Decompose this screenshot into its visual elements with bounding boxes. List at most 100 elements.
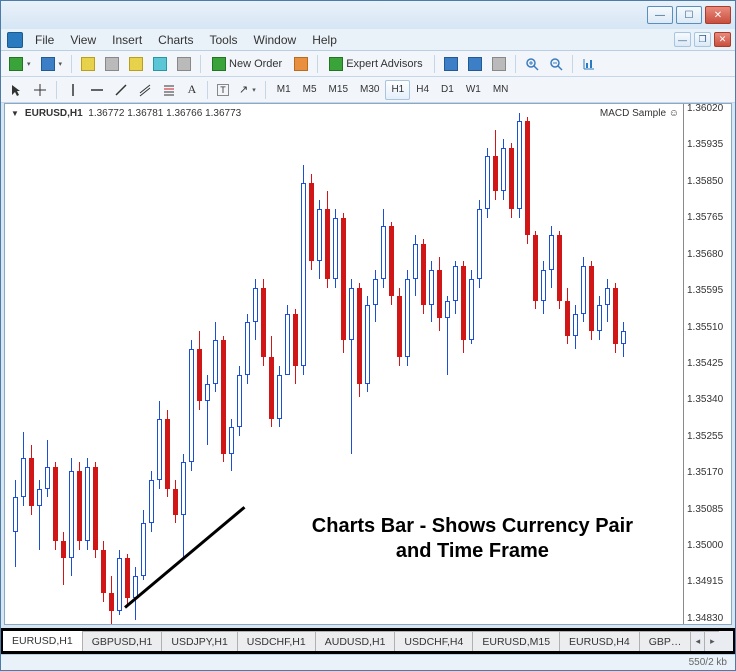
candle bbox=[349, 279, 354, 454]
candle bbox=[21, 432, 26, 506]
chart-tab[interactable]: USDCHF,H4 bbox=[395, 631, 473, 651]
candle bbox=[141, 510, 146, 580]
chart-tab[interactable]: EURUSD,M15 bbox=[473, 631, 560, 651]
candle bbox=[85, 458, 90, 550]
candle bbox=[213, 322, 218, 392]
timeframe-M30[interactable]: M30 bbox=[354, 80, 385, 100]
candle bbox=[517, 113, 522, 218]
window-minimize-button[interactable]: — bbox=[647, 6, 673, 24]
candle bbox=[149, 471, 154, 532]
candle bbox=[53, 462, 58, 549]
crosshair-button[interactable] bbox=[29, 80, 51, 100]
text-button[interactable]: A bbox=[182, 80, 202, 100]
candle bbox=[389, 222, 394, 305]
text-label-button[interactable]: T bbox=[213, 80, 233, 100]
candle bbox=[277, 366, 282, 427]
zoom-out-button[interactable] bbox=[545, 54, 567, 74]
candle bbox=[413, 235, 418, 296]
timeframe-D1[interactable]: D1 bbox=[435, 80, 460, 100]
chart-tab[interactable]: EURUSD,H4 bbox=[560, 631, 640, 651]
candle bbox=[101, 541, 106, 602]
bar-chart-button[interactable] bbox=[578, 54, 600, 74]
chart-tab[interactable]: USDCHF,H1 bbox=[238, 631, 316, 651]
timeframe-W1[interactable]: W1 bbox=[460, 80, 487, 100]
mdi-close-button[interactable]: ✕ bbox=[714, 32, 731, 47]
menu-view[interactable]: View bbox=[62, 30, 104, 50]
candle bbox=[605, 279, 610, 323]
tab-scroll-button[interactable]: ▸ bbox=[705, 631, 719, 651]
candle bbox=[437, 257, 442, 331]
menu-charts[interactable]: Charts bbox=[150, 30, 201, 50]
indicators-button[interactable] bbox=[440, 54, 462, 74]
market-watch-button[interactable] bbox=[77, 54, 99, 74]
chart-tab[interactable]: USDJPY,H1 bbox=[162, 631, 237, 651]
mdi-minimize-button[interactable]: — bbox=[674, 32, 691, 47]
candle bbox=[37, 480, 42, 550]
timeframe-M1[interactable]: M1 bbox=[271, 80, 297, 100]
menu-window[interactable]: Window bbox=[246, 30, 305, 50]
strategy-tester-button[interactable] bbox=[173, 54, 195, 74]
menu-file[interactable]: File bbox=[27, 30, 62, 50]
candle bbox=[285, 305, 290, 375]
data-window-button[interactable] bbox=[101, 54, 123, 74]
trendline-button[interactable] bbox=[110, 80, 132, 100]
candle bbox=[445, 296, 450, 375]
new-chart-button[interactable]: ▾ bbox=[5, 54, 35, 74]
candle bbox=[381, 209, 386, 288]
candle bbox=[621, 322, 626, 357]
timeframe-M15[interactable]: M15 bbox=[323, 80, 354, 100]
candle bbox=[541, 261, 546, 313]
candle bbox=[501, 139, 506, 200]
profiles-button[interactable]: ▾ bbox=[37, 54, 67, 74]
candle bbox=[237, 366, 242, 436]
candle bbox=[373, 270, 378, 322]
candle bbox=[525, 117, 530, 244]
candle bbox=[453, 261, 458, 313]
fibonacci-button[interactable] bbox=[158, 80, 180, 100]
cursor-button[interactable] bbox=[5, 80, 27, 100]
mdi-restore-button[interactable]: ❐ bbox=[694, 32, 711, 47]
chart-tab[interactable]: EURUSD,H1 bbox=[3, 631, 83, 651]
window-close-button[interactable]: ✕ bbox=[705, 6, 731, 24]
status-bar: 550/2 kb bbox=[1, 654, 735, 670]
tab-scroll-button[interactable]: ◂ bbox=[691, 631, 705, 651]
horizontal-line-button[interactable] bbox=[86, 80, 108, 100]
timeframe-MN[interactable]: MN bbox=[487, 80, 515, 100]
candle bbox=[109, 576, 114, 624]
candle bbox=[253, 279, 258, 340]
candle bbox=[405, 270, 410, 366]
candle bbox=[365, 296, 370, 392]
navigator-button[interactable] bbox=[125, 54, 147, 74]
periodicity-button[interactable] bbox=[464, 54, 486, 74]
zoom-in-button[interactable] bbox=[521, 54, 543, 74]
candle bbox=[597, 296, 602, 340]
templates-button[interactable] bbox=[488, 54, 510, 74]
menu-tools[interactable]: Tools bbox=[202, 30, 246, 50]
vertical-line-button[interactable] bbox=[62, 80, 84, 100]
arrows-button[interactable]: ↗▾ bbox=[235, 80, 260, 100]
channel-button[interactable] bbox=[134, 80, 156, 100]
candle bbox=[397, 288, 402, 367]
chart-canvas[interactable]: ▼ EURUSD,H1 1.36772 1.36781 1.36766 1.36… bbox=[5, 104, 683, 624]
candle bbox=[357, 283, 362, 397]
candle bbox=[173, 480, 178, 524]
menu-help[interactable]: Help bbox=[304, 30, 345, 50]
new-order-button[interactable]: New Order bbox=[206, 54, 288, 74]
chart-y-axis: 1.360201.359351.358501.357651.356801.355… bbox=[683, 104, 731, 624]
timeframe-H4[interactable]: H4 bbox=[410, 80, 435, 100]
candle bbox=[261, 279, 266, 366]
chart-tab[interactable]: GBP… bbox=[640, 631, 692, 651]
timeframe-M5[interactable]: M5 bbox=[297, 80, 323, 100]
expert-advisors-label: Expert Advisors bbox=[346, 58, 422, 70]
timeframe-H1[interactable]: H1 bbox=[385, 80, 410, 100]
terminal-button[interactable] bbox=[149, 54, 171, 74]
expert-advisors-button[interactable]: Expert Advisors bbox=[323, 54, 428, 74]
menu-insert[interactable]: Insert bbox=[104, 30, 150, 50]
title-bar: — ☐ ✕ bbox=[1, 1, 735, 29]
window-maximize-button[interactable]: ☐ bbox=[676, 6, 702, 24]
chart-tab[interactable]: AUDUSD,H1 bbox=[316, 631, 396, 651]
chart-tab[interactable]: GBPUSD,H1 bbox=[83, 631, 163, 651]
meta-editor-button[interactable] bbox=[290, 54, 312, 74]
app-icon bbox=[7, 32, 23, 48]
candle bbox=[325, 191, 330, 287]
